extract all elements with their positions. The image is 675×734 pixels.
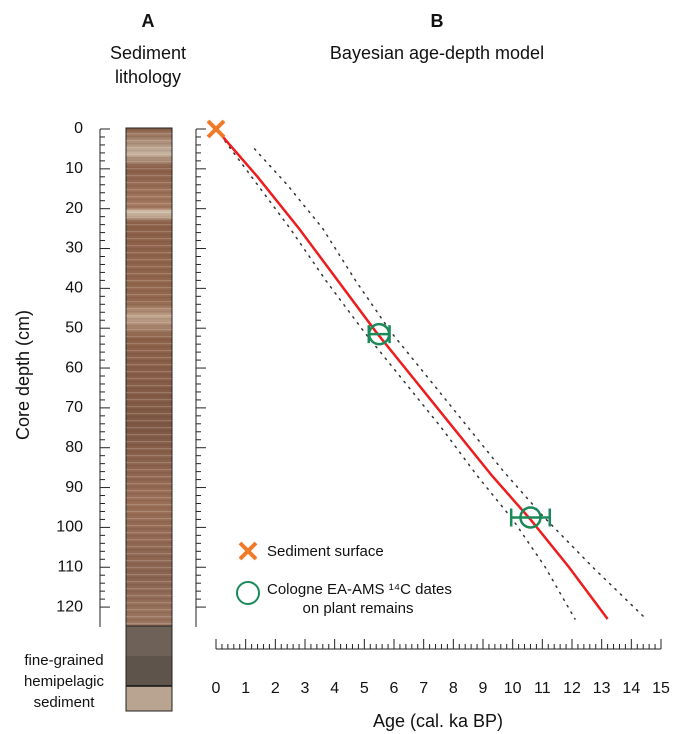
panel-title: Sediment [110, 43, 186, 63]
y-tick-label: 50 [65, 319, 83, 336]
panel-title: lithology [115, 67, 181, 87]
y-tick-label: 80 [65, 439, 83, 456]
x-tick-label: 13 [593, 680, 611, 697]
y-tick-label: 0 [74, 120, 83, 137]
legend-label: Sediment surface [267, 543, 384, 560]
date-marker [519, 506, 542, 529]
y-tick-label: 10 [65, 160, 83, 177]
x-tick-label: 0 [212, 680, 221, 697]
x-tick-label: 15 [652, 680, 670, 697]
confidence-bound [253, 148, 647, 620]
y-tick-label: 60 [65, 359, 83, 376]
x-tick-label: 6 [390, 680, 399, 697]
panel-label: A [142, 11, 155, 31]
lithology-label: fine-grained [24, 652, 103, 669]
y-tick-label: 70 [65, 399, 83, 416]
y-tick-label: 40 [65, 280, 83, 297]
y-tick-label: 90 [65, 479, 83, 496]
error-bar [509, 508, 551, 527]
x-tick-label: 11 [534, 680, 551, 697]
legend-label: Cologne EA-AMS ¹⁴C dates [267, 581, 452, 598]
date-marker [367, 322, 391, 346]
cross-marker [206, 119, 226, 139]
panel-title: Bayesian age-depth model [330, 43, 544, 63]
median-line [215, 128, 609, 620]
x-tick-label: 10 [504, 680, 522, 697]
x-tick-label: 12 [563, 680, 581, 697]
lithology-label: hemipelagic [24, 673, 105, 690]
y-tick-label: 30 [65, 240, 83, 257]
x-tick-label: 3 [301, 680, 310, 697]
panel-label: B [431, 11, 444, 31]
y-tick-label: 20 [65, 200, 83, 217]
y-tick-label: 100 [56, 519, 83, 536]
legend-marker [236, 581, 260, 605]
x-axis-label: Age (cal. ka BP) [373, 711, 503, 731]
x-tick-label: 8 [449, 680, 458, 697]
x-tick-label: 7 [419, 680, 428, 697]
x-tick-label: 1 [241, 680, 250, 697]
x-tick-label: 2 [271, 680, 280, 697]
x-tick-label: 14 [622, 680, 640, 697]
x-tick-label: 9 [479, 680, 488, 697]
confidence-bound [215, 128, 576, 620]
core-image [125, 127, 173, 712]
cross-marker [238, 541, 258, 561]
y-axis-label: Core depth (cm) [13, 310, 33, 440]
y-tick-label: 110 [57, 558, 83, 575]
x-tick-label: 4 [330, 680, 339, 697]
y-tick-label: 120 [56, 598, 83, 615]
x-tick-label: 5 [360, 680, 369, 697]
legend-label: on plant remains [303, 600, 414, 617]
lithology-label: sediment [34, 694, 96, 711]
